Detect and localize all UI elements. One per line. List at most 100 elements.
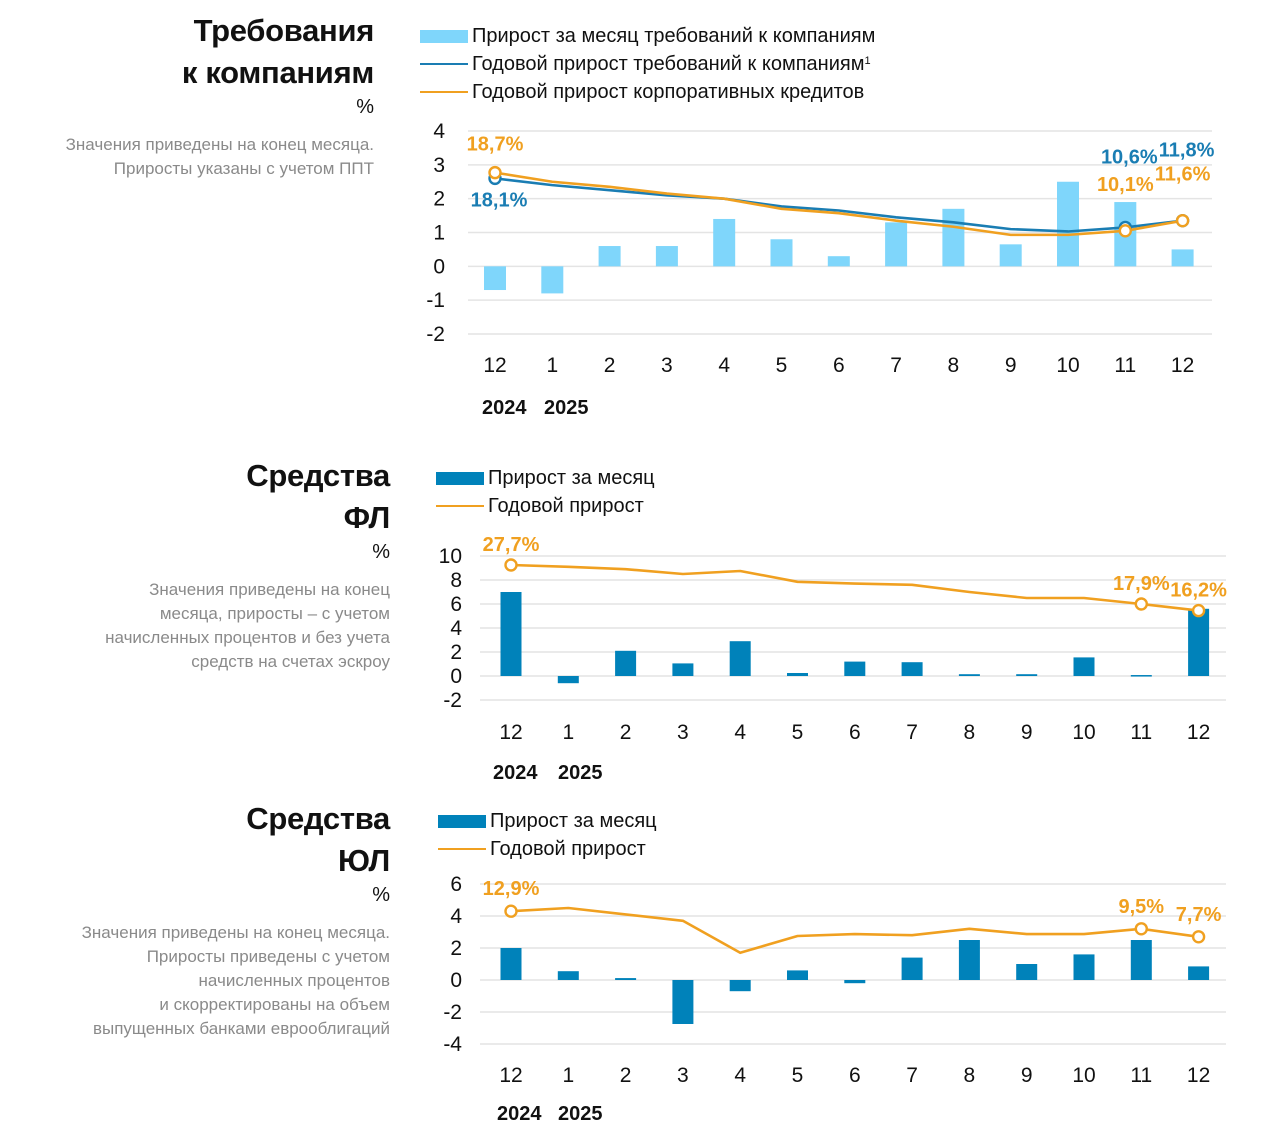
x-tick-label: 10 xyxy=(1072,721,1095,744)
note-line: выпущенных банками еврооблигаций xyxy=(92,1019,390,1038)
bar xyxy=(1188,608,1210,676)
y-tick-label: 8 xyxy=(450,569,462,592)
legend-item: Годовой прирост xyxy=(436,492,655,520)
bar xyxy=(729,641,751,676)
bar xyxy=(1016,674,1038,676)
x-tick-label: 3 xyxy=(677,1064,689,1087)
bar xyxy=(713,218,736,267)
note-line: начисленных процентов xyxy=(198,971,391,990)
data-label: 18,1% xyxy=(471,189,528,211)
data-point-marker xyxy=(1191,930,1206,944)
x-tick-label: 7 xyxy=(906,721,918,744)
data-point-marker xyxy=(1134,922,1149,936)
note-line: месяца, приросты – с учетом xyxy=(159,604,390,623)
x-tick-label: 9 xyxy=(1021,1064,1033,1087)
legend-label: Годовой прирост корпоративных кредитов xyxy=(472,81,865,103)
x-tick-label: 2 xyxy=(620,721,632,744)
title-line: Требования xyxy=(193,13,375,48)
panel-side-text: Средства ЮЛ % Значения приведены на коне… xyxy=(0,798,391,1041)
bar xyxy=(729,980,751,992)
year-label: 2025 xyxy=(558,1103,603,1125)
bar xyxy=(500,948,522,980)
x-tick-label: 12 xyxy=(1187,721,1210,744)
y-tick-label: 0 xyxy=(450,665,462,688)
y-tick-label: 4 xyxy=(450,905,462,928)
data-point-marker xyxy=(1118,224,1133,238)
x-tick-label: 8 xyxy=(964,1064,976,1087)
bar xyxy=(1171,249,1194,267)
bar xyxy=(958,940,980,980)
legend-label: Годовой прирост xyxy=(488,495,644,517)
x-tick-label: 5 xyxy=(792,721,804,744)
x-tick-label: 9 xyxy=(1021,721,1033,744)
bar xyxy=(1057,181,1079,267)
y-tick-label: 0 xyxy=(450,969,462,992)
bar xyxy=(1188,966,1210,980)
bar xyxy=(827,256,850,267)
legend-bar-swatch xyxy=(436,471,484,485)
chart-note: Значения приведены на конец месяца. Прир… xyxy=(0,921,390,1041)
chart-title: Средства ЮЛ xyxy=(0,798,390,882)
year-label: 2024 xyxy=(493,762,538,784)
bar xyxy=(500,592,522,676)
bar xyxy=(1130,940,1152,980)
title-line: Средства xyxy=(246,801,390,836)
panel-side-text: Средства ФЛ % Значения приведены на коне… xyxy=(0,455,390,674)
bar xyxy=(655,246,678,267)
legend-item: Годовой прирост xyxy=(438,835,657,863)
bar xyxy=(999,244,1022,267)
bar xyxy=(901,957,923,980)
legend-item: Годовой прирост требований к компаниям 1 xyxy=(420,50,875,78)
legend-item: Прирост за месяц требований к компаниям xyxy=(420,22,875,50)
x-tick-label: 11 xyxy=(1130,1064,1152,1087)
y-tick-label: 0 xyxy=(433,255,445,278)
data-label: 11,8% xyxy=(1159,140,1215,162)
data-label: 9,5% xyxy=(1119,896,1165,918)
x-tick-label: 1 xyxy=(562,1064,574,1087)
data-point-marker xyxy=(1175,213,1190,228)
data-point-marker xyxy=(504,558,518,572)
note-line: начисленных процентов и без учета xyxy=(105,628,390,647)
x-tick-label: 9 xyxy=(1005,354,1017,377)
data-point-marker xyxy=(504,904,518,918)
x-tick-label: 3 xyxy=(661,354,673,377)
chart-title: Требования к компаниям xyxy=(0,10,374,94)
chart-title: Средства ФЛ xyxy=(0,455,390,539)
panel-corporate-claims: Требования к компаниям % Значения привед… xyxy=(0,0,1280,440)
note-line: Приросты указаны с учетом ППТ xyxy=(113,159,374,178)
legend-line-swatch xyxy=(420,91,468,93)
unit-label: % xyxy=(356,96,374,118)
legend-label: Прирост за месяц xyxy=(488,467,655,489)
legend-label: Прирост за месяц требований к компаниям xyxy=(472,25,876,47)
x-tick-label: 8 xyxy=(964,721,976,744)
x-tick-label: 4 xyxy=(734,1064,746,1087)
y-tick-label: 4 xyxy=(433,120,445,143)
x-tick-label: 5 xyxy=(776,354,788,377)
bar xyxy=(672,980,694,1024)
year-label: 2024 xyxy=(497,1103,542,1125)
bar xyxy=(844,661,866,676)
x-tick-label: 4 xyxy=(718,354,730,377)
legend-item: Прирост за месяц xyxy=(438,807,657,835)
data-label: 17,9% xyxy=(1113,573,1170,595)
series-line xyxy=(509,906,1200,955)
title-line: ЮЛ xyxy=(338,843,390,878)
y-tick-label: -2 xyxy=(426,323,445,346)
title-line: Средства xyxy=(246,458,390,493)
bar xyxy=(844,980,866,984)
x-tick-label: 4 xyxy=(734,721,746,744)
bar xyxy=(1016,964,1038,980)
x-tick-label: 8 xyxy=(948,354,960,377)
legend-line-swatch xyxy=(436,505,484,507)
bar xyxy=(557,676,579,684)
y-tick-label: -2 xyxy=(443,1001,462,1024)
y-tick-label: 6 xyxy=(450,873,462,896)
note-line: средств на счетах эскроу xyxy=(191,652,390,671)
data-label: 10,6% xyxy=(1101,146,1158,168)
data-label: 11,6% xyxy=(1155,164,1211,186)
x-tick-label: 2 xyxy=(620,1064,632,1087)
bar xyxy=(541,266,564,294)
legend-item: Годовой прирост корпоративных кредитов xyxy=(420,78,875,106)
note-line: Значения приведены на конец месяца. xyxy=(81,923,390,942)
